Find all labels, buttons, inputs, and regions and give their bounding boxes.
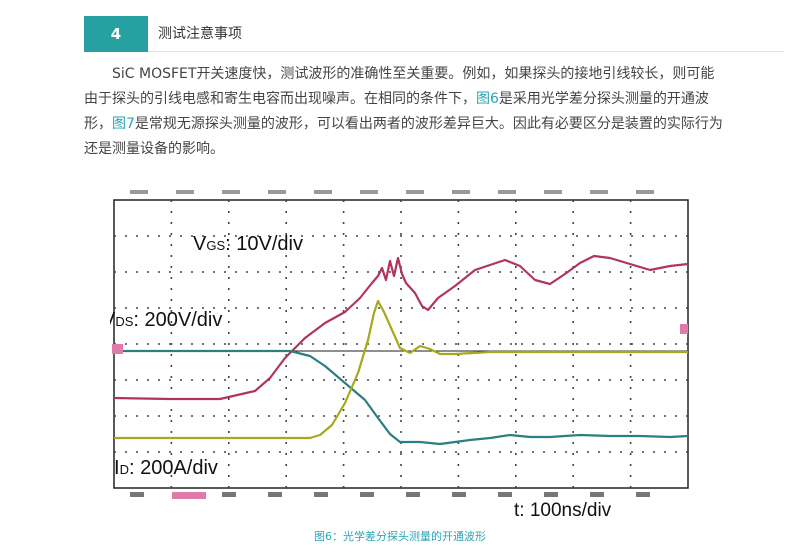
scope-bottom-scale-mark — [130, 492, 144, 497]
scope-bottom-scale-mark — [590, 492, 604, 497]
id-trace — [114, 299, 688, 440]
paragraph-text-1: SiC MOSFET开关速度快，测试波形的准确性至关重要。例如，如果探头的接地引… — [84, 66, 715, 107]
vgs-scale-label: VGS: 10V/div — [193, 233, 303, 255]
vds-trace — [114, 349, 689, 446]
vds-scale-label: VDS: 200V/div — [110, 309, 222, 331]
ground-marker-left — [112, 344, 123, 354]
scope-top-scale-mark — [406, 190, 424, 194]
paragraph-text-2: 是采用光学差分探头测量的开通波形， — [84, 91, 709, 132]
scope-bottom-scale-mark — [544, 492, 558, 497]
id-scale-label: ID: 200A/div — [114, 457, 218, 479]
scope-top-scale-mark — [130, 190, 148, 194]
scope-bottom-scale-mark — [498, 492, 512, 497]
scope-top-scale-mark — [176, 190, 194, 194]
scope-top-scale-mark — [544, 190, 562, 194]
scope-bottom-scale-mark — [314, 492, 328, 497]
scope-bottom-scale-mark — [636, 492, 650, 497]
scope-top-scale-mark — [314, 190, 332, 194]
section-number-badge: 4 — [84, 16, 148, 52]
section-divider — [148, 51, 784, 52]
scope-top-scale-mark — [636, 190, 654, 194]
scope-bottom-scale-mark — [360, 492, 374, 497]
figure-6-link[interactable]: 图6 — [476, 91, 499, 107]
scope-top-scale-mark — [498, 190, 516, 194]
figure-7-link[interactable]: 图7 — [112, 116, 135, 132]
scope-bottom-scale-mark — [222, 492, 236, 497]
ground-marker-right — [680, 324, 688, 334]
section-header: 4 测试注意事项 — [84, 16, 784, 52]
figure-caption: 图6：光学差分探头测量的开通波形 — [314, 530, 486, 543]
scope-top-scale-mark — [222, 190, 240, 194]
scope-top-scale-mark — [590, 190, 608, 194]
time-scale-label: t: 100ns/div — [514, 500, 612, 518]
body-paragraph: SiC MOSFET开关速度快，测试波形的准确性至关重要。例如，如果探头的接地引… — [84, 62, 724, 162]
oscilloscope-figure: VGS: 10V/div VDS: 200V/div ID: 200A/div … — [110, 188, 696, 518]
trigger-marker-bottom — [172, 492, 206, 499]
scope-top-scale-mark — [268, 190, 286, 194]
paragraph-text-3: 是常规无源探头测量的波形，可以看出两者的波形差异巨大。因此有必要区分是装置的实际… — [84, 116, 723, 157]
oscilloscope-plot: VGS: 10V/div VDS: 200V/div ID: 200A/div … — [110, 188, 696, 518]
vgs-trace — [113, 254, 689, 401]
scope-top-scale-mark — [360, 190, 378, 194]
scope-bottom-scale-mark — [406, 492, 420, 497]
section-title: 测试注意事项 — [158, 26, 242, 42]
scope-top-scale-mark — [452, 190, 470, 194]
scope-bottom-scale-mark — [268, 492, 282, 497]
scope-bottom-scale-mark — [452, 492, 466, 497]
